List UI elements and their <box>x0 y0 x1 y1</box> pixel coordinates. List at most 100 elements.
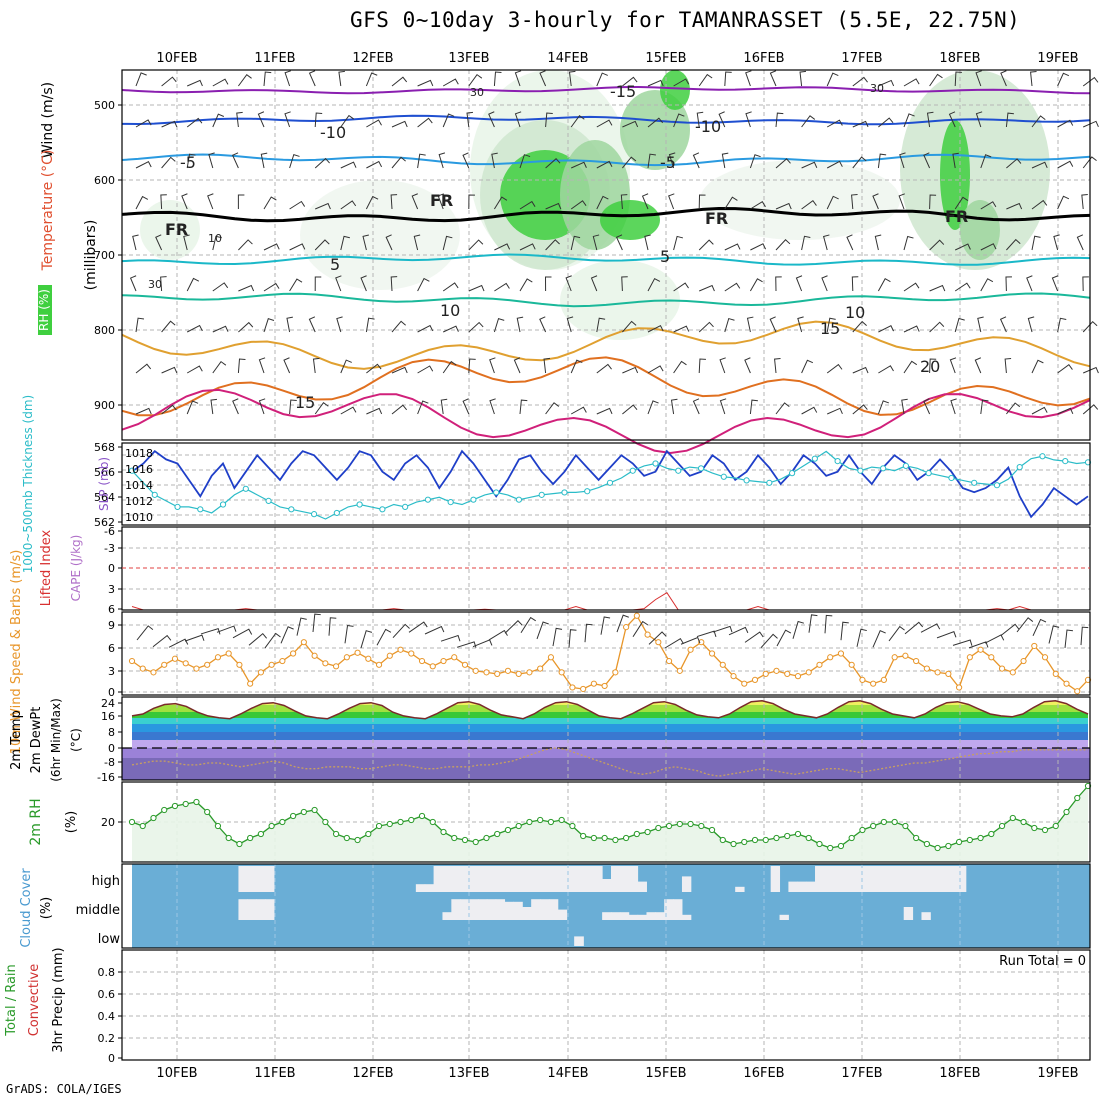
wind-barb-282 <box>543 357 551 374</box>
top-date-label: 15FEB <box>645 51 686 66</box>
wind10m-barb-39 <box>760 633 778 649</box>
wind-barb-291 <box>774 357 781 374</box>
wind-barb-243 <box>516 316 524 333</box>
wind10m-barb-21 <box>472 639 493 648</box>
temp-band-4 <box>132 724 1088 732</box>
wind-barb-80 <box>231 152 239 169</box>
wind-barb-125 <box>411 193 419 210</box>
wind-barb-238 <box>391 320 406 333</box>
wind-barb-139 <box>775 202 792 210</box>
temp-band-1 <box>122 748 1090 758</box>
wind10m-point <box>784 670 791 677</box>
wind-barb-287 <box>673 360 687 374</box>
wind-barb-248 <box>647 324 664 333</box>
wind-barb-1 <box>161 76 177 87</box>
rh2m-point <box>612 836 619 844</box>
wind-barb-13 <box>468 73 483 87</box>
wind-barb-128 <box>493 196 508 210</box>
wind-barb-28 <box>852 76 868 87</box>
wind-barb-330 <box>801 406 818 415</box>
wind-barb-74 <box>1057 119 1074 128</box>
rh2m-point <box>408 816 415 824</box>
slp-thickness-point <box>811 455 818 462</box>
cloud-high-cell <box>469 866 479 892</box>
wind-barb-78 <box>186 153 196 169</box>
rh2m-point <box>247 834 254 842</box>
wind10m-point <box>827 654 834 661</box>
wind-barb-63 <box>775 112 784 128</box>
precip-tick-label: 0.8 <box>98 966 116 979</box>
rh2m-point <box>139 822 146 830</box>
wind10m-barb-55 <box>1016 617 1034 633</box>
cloud-high-cell <box>841 866 851 892</box>
wind-barb-334 <box>901 398 908 415</box>
wind10m-point <box>623 623 630 631</box>
top-date-label: 19FEB <box>1037 51 1078 66</box>
slp-thickness-point <box>447 498 454 506</box>
wind10m-barb-22 <box>488 629 508 641</box>
rh2m-series-fill-0 <box>132 786 1088 862</box>
cloud-middle-cell <box>628 914 639 920</box>
wind-barb-266 <box>135 363 152 374</box>
wind-barb-54 <box>545 112 553 128</box>
slp-tick-label: 1012 <box>125 495 153 508</box>
wind-barb-207 <box>565 275 572 292</box>
rh2m-unit-label: (%) <box>64 811 79 834</box>
wind-barb-315 <box>417 400 429 415</box>
wind10m-barb-49 <box>920 623 941 633</box>
wind-barb-177 <box>775 239 791 251</box>
wind-barb-211 <box>673 282 689 292</box>
wind10m-point <box>751 676 759 684</box>
contour-label: -5 <box>180 153 196 172</box>
wind-barb-216 <box>795 275 803 292</box>
wind-barb-39 <box>161 120 178 128</box>
contour-label: 20 <box>920 357 940 376</box>
rh2m-point <box>257 830 264 838</box>
wind-barb-251 <box>724 317 735 333</box>
rh2m-point <box>590 834 597 842</box>
wind-barb-10 <box>391 76 408 87</box>
wind-barb-284 <box>596 363 612 374</box>
wind10m-point <box>537 665 544 672</box>
wind-barb-239 <box>417 324 434 333</box>
wind10m-point <box>891 654 898 661</box>
wind-barb-331 <box>826 407 843 415</box>
wind-barb-82 <box>289 154 300 169</box>
pressure-tick-label: 600 <box>94 174 115 187</box>
wind10m-barb-52 <box>968 641 989 649</box>
wind-barb-86 <box>391 156 406 169</box>
rh2m-point <box>784 832 791 840</box>
contour-label: 15 <box>295 393 315 412</box>
rh2m-point <box>902 822 909 830</box>
rh2m-point <box>537 816 544 824</box>
wind10m-point <box>375 661 383 668</box>
rh2m-point <box>880 818 888 826</box>
wind-barb-7 <box>308 70 316 87</box>
contour-label: 30 <box>148 278 162 291</box>
bottom-date-label: 12FEB <box>352 1066 393 1081</box>
grads-credit: GrADS: COLA/IGES <box>6 1082 122 1096</box>
wind-barb-49 <box>417 117 433 128</box>
rh2m-point <box>698 822 705 830</box>
wind-barb-198 <box>335 275 342 292</box>
cloud-high-cell <box>602 879 612 892</box>
wind-barb-107 <box>923 152 931 169</box>
top-date-label: 18FEB <box>939 51 980 66</box>
wind-barb-127 <box>468 194 475 210</box>
slp-thickness-point <box>1016 464 1023 471</box>
wind-barb-286 <box>647 365 664 374</box>
cloud-axis-label: Cloud Cover <box>19 868 34 948</box>
rh2m-point <box>665 822 673 830</box>
wind-barb-167 <box>519 243 536 251</box>
wind-barb-47 <box>366 119 382 128</box>
precip-tick-label: 0.4 <box>98 1010 116 1023</box>
rh2m-point <box>773 834 780 842</box>
wind10m-point <box>966 654 973 661</box>
wind-barb-9 <box>365 72 378 87</box>
rh2m-point <box>354 836 361 844</box>
rh2m-point <box>214 822 222 830</box>
wind10m-point <box>204 661 211 668</box>
wind-barb-196 <box>289 278 303 292</box>
slp-thickness-point <box>379 506 386 513</box>
rh2m-point <box>1063 808 1070 816</box>
